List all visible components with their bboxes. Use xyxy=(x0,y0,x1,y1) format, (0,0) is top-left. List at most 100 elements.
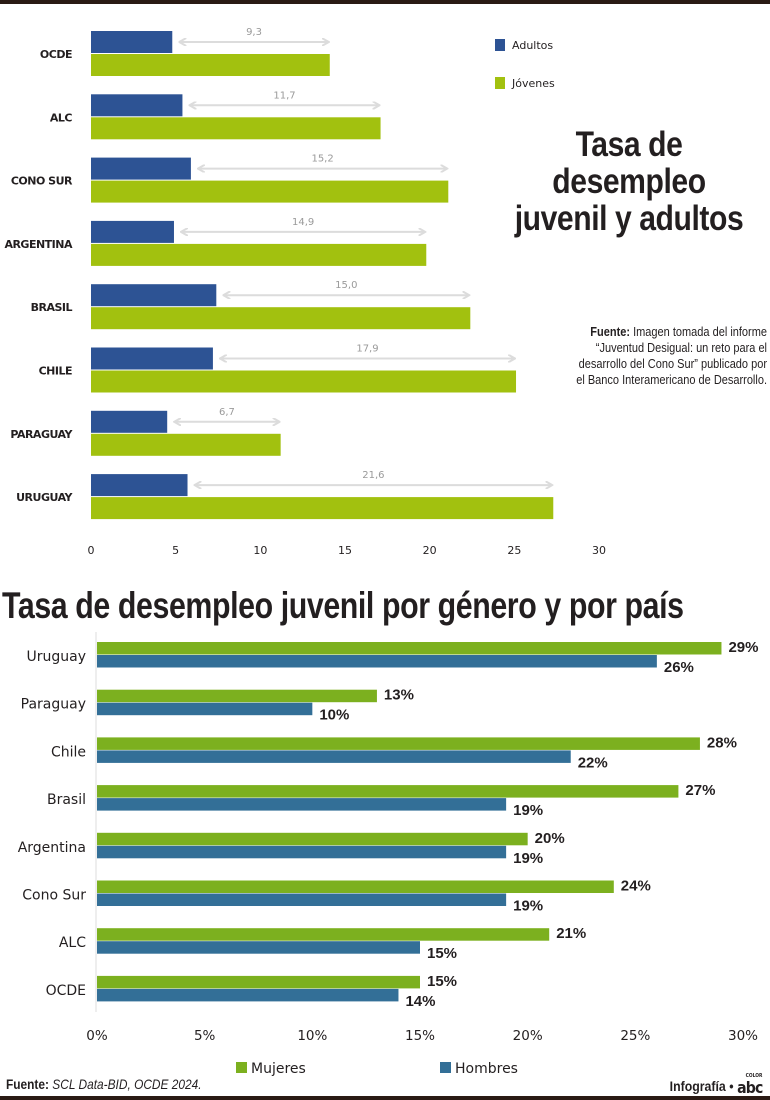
logo-text: abc xyxy=(736,1078,763,1097)
value-label-mujeres: 15% xyxy=(427,973,457,990)
bar-hombres-argentina xyxy=(97,845,507,859)
category-label: OCDE xyxy=(40,48,72,61)
chart2-legend: Mujeres Hombres xyxy=(236,1061,518,1077)
value-label-mujeres: 28% xyxy=(707,734,737,751)
value-label-hombres: 19% xyxy=(513,850,543,867)
bar-adultos-chile xyxy=(91,347,213,370)
chart2-category-labels: Uruguay Paraguay Chile Brasil Argentina Cono … xyxy=(18,649,87,999)
footer-source-text: SCL Data-BID, OCDE 2024. xyxy=(52,1076,202,1092)
gap-label: 15,2 xyxy=(311,154,333,165)
chart2-title: Tasa de desempleo juvenil por género y p… xyxy=(2,585,684,626)
legend-label: Mujeres xyxy=(251,1061,306,1077)
bar-jovenes-alc xyxy=(91,117,381,140)
bar-jovenes-argentina xyxy=(91,243,427,266)
x-tick-label: 15 xyxy=(338,544,352,557)
value-label-hombres: 10% xyxy=(319,707,349,724)
x-tick-label: 25 xyxy=(507,544,521,557)
category-label: ALC xyxy=(59,935,86,951)
chart2-bars: 29% 26% 13% 10% 28% 22% 27% 19% 20% 19% 24% 19% 21% 1… xyxy=(95,632,758,1012)
credit-bullet: • xyxy=(728,1077,734,1094)
category-label: Chile xyxy=(51,744,86,760)
legend-label: Adultos xyxy=(512,39,553,52)
category-label: BRASIL xyxy=(31,301,73,314)
value-label-hombres: 15% xyxy=(427,945,457,962)
x-tick-label: 30% xyxy=(728,1028,758,1044)
bar-mujeres-paraguay xyxy=(97,689,377,703)
category-label: ALC xyxy=(50,111,73,124)
bar-adultos-uruguay xyxy=(91,474,188,497)
value-label-hombres: 14% xyxy=(405,993,435,1010)
value-label-mujeres: 24% xyxy=(621,878,651,895)
category-label: ARGENTINA xyxy=(4,238,73,251)
bar-hombres-ocde xyxy=(97,988,399,1002)
footer-credit: Infografía • COLOR abc xyxy=(669,1074,763,1097)
bar-adultos-paraguay xyxy=(91,410,168,433)
value-label-mujeres: 13% xyxy=(384,687,414,704)
bar-mujeres-uruguay xyxy=(97,642,722,655)
bar-adultos-argentina xyxy=(91,220,174,243)
bar-mujeres-brasil xyxy=(97,785,679,798)
bar-jovenes-ocde xyxy=(91,54,330,76)
bar-mujeres-ocde xyxy=(97,975,420,989)
bar-adultos-cono-sur xyxy=(91,157,191,180)
footer-source-label: Fuente: xyxy=(6,1076,49,1092)
gap-label: 14,9 xyxy=(292,217,314,228)
gap-label: 6,7 xyxy=(219,407,235,418)
legend-swatch-jovenes xyxy=(495,77,505,89)
legend-swatch-hombres xyxy=(440,1062,451,1073)
x-tick-label: 0 xyxy=(88,544,95,557)
bottom-border xyxy=(0,1096,770,1100)
chart1-bars: 9,3 11,7 15,2 14,9 15,0 17,9 6,7 21,6 xyxy=(91,27,554,520)
gap-label: 21,6 xyxy=(362,470,384,481)
bar-jovenes-paraguay xyxy=(91,433,281,456)
category-label: Cono Sur xyxy=(22,888,86,904)
value-label-mujeres: 20% xyxy=(535,830,565,847)
bar-mujeres-argentina xyxy=(97,832,528,846)
bar-adultos-brasil xyxy=(91,284,217,307)
legend-label: Hombres xyxy=(455,1061,518,1077)
bar-adultos-alc xyxy=(91,94,183,117)
chart1-source-text: Imagen tomada del informe “Juventud Desi… xyxy=(576,325,767,387)
x-tick-label: 20 xyxy=(423,544,437,557)
x-tick-label: 5% xyxy=(194,1028,216,1044)
bar-hombres-cono-sur xyxy=(97,893,507,906)
bar-mujeres-alc xyxy=(97,928,550,941)
value-label-hombres: 19% xyxy=(513,898,543,915)
chart1-source-label: Fuente: xyxy=(590,325,631,339)
bar-hombres-paraguay xyxy=(97,702,313,716)
x-tick-label: 10 xyxy=(253,544,267,557)
bar-hombres-chile xyxy=(97,750,571,763)
footer-source: Fuente: SCL Data-BID, OCDE 2024. xyxy=(6,1076,202,1092)
bar-hombres-alc xyxy=(97,941,420,954)
x-tick-label: 0% xyxy=(86,1028,108,1044)
gap-label: 15,0 xyxy=(335,280,357,291)
category-label: Paraguay xyxy=(21,697,86,713)
bar-jovenes-uruguay xyxy=(91,497,554,520)
gap-label: 9,3 xyxy=(246,27,262,38)
value-label-hombres: 22% xyxy=(578,754,608,771)
chart1-x-ticks: 0 5 10 15 20 25 30 xyxy=(88,544,607,557)
category-label: OCDE xyxy=(46,983,86,999)
legend-swatch-mujeres xyxy=(236,1062,247,1073)
value-label-hombres: 19% xyxy=(513,802,543,819)
x-tick-label: 25% xyxy=(620,1028,650,1044)
category-label: Uruguay xyxy=(27,649,87,665)
bar-hombres-uruguay xyxy=(97,655,657,668)
top-border xyxy=(0,0,770,4)
category-label: Argentina xyxy=(18,840,86,856)
x-tick-label: 20% xyxy=(513,1028,543,1044)
legend-swatch-adultos xyxy=(495,39,505,51)
x-tick-label: 10% xyxy=(297,1028,327,1044)
bar-jovenes-cono-sur xyxy=(91,180,449,203)
category-label: CHILE xyxy=(39,365,72,378)
chart1-title: Tasa de desempleo juvenil y adultos xyxy=(514,125,744,238)
gap-label: 11,7 xyxy=(273,90,295,101)
bar-jovenes-chile xyxy=(91,370,517,393)
legend-label: Jóvenes xyxy=(511,77,555,90)
chart-adults-youth: 9,3 11,7 15,2 14,9 15,0 17,9 6,7 21,6 OCDE ALC CO… xyxy=(4,27,607,557)
value-label-mujeres: 29% xyxy=(728,639,758,656)
credit-label: Infografía xyxy=(669,1077,726,1094)
bar-adultos-ocde xyxy=(91,31,173,53)
category-label: PARAGUAY xyxy=(10,428,73,441)
